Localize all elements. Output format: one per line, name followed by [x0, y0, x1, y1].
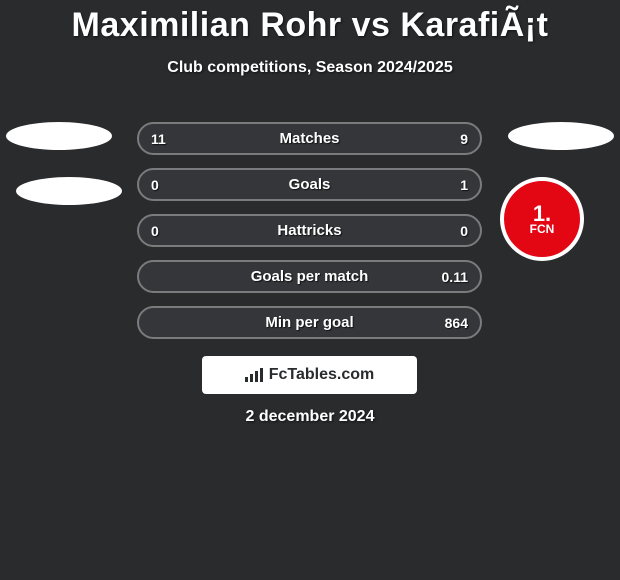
- subtitle: Club competitions, Season 2024/2025: [0, 59, 620, 77]
- stat-row-matches: 11 Matches 9: [137, 122, 482, 155]
- stat-label: Goals: [289, 176, 331, 193]
- left-player-avatar-2: [16, 177, 122, 205]
- badge-bottom-text: FCN: [530, 224, 555, 235]
- date-label: 2 december 2024: [0, 408, 620, 426]
- stat-label: Hattricks: [277, 222, 341, 239]
- bar-chart-icon: [245, 368, 263, 382]
- right-player-avatar-1: [508, 122, 614, 150]
- stat-row-hattricks: 0 Hattricks 0: [137, 214, 482, 247]
- left-player-avatar-1: [6, 122, 112, 150]
- stat-right-value: 0: [460, 223, 468, 239]
- stat-row-goals: 0 Goals 1: [137, 168, 482, 201]
- right-club-badge: 1. FCN: [500, 177, 600, 265]
- stat-right-value: 864: [445, 315, 468, 331]
- stat-left-value: 11: [151, 131, 166, 147]
- stat-right-value: 0.11: [442, 269, 468, 285]
- page-title: Maximilian Rohr vs KarafiÃ¡t: [0, 0, 620, 45]
- stat-left-value: 0: [151, 223, 159, 239]
- stat-right-value: 9: [460, 131, 468, 147]
- stat-row-goals-per-match: Goals per match 0.11: [137, 260, 482, 293]
- stat-left-value: 0: [151, 177, 159, 193]
- brand-text: FcTables.com: [269, 366, 375, 384]
- stat-label: Min per goal: [265, 314, 353, 331]
- fcn-badge-icon: 1. FCN: [500, 177, 584, 261]
- stat-label: Matches: [279, 130, 339, 147]
- stat-row-min-per-goal: Min per goal 864: [137, 306, 482, 339]
- stat-right-value: 1: [460, 177, 468, 193]
- stats-table: 11 Matches 9 0 Goals 1 0 Hattricks 0 Goa…: [137, 122, 482, 352]
- stat-label: Goals per match: [251, 268, 369, 285]
- brand-attribution[interactable]: FcTables.com: [202, 356, 417, 394]
